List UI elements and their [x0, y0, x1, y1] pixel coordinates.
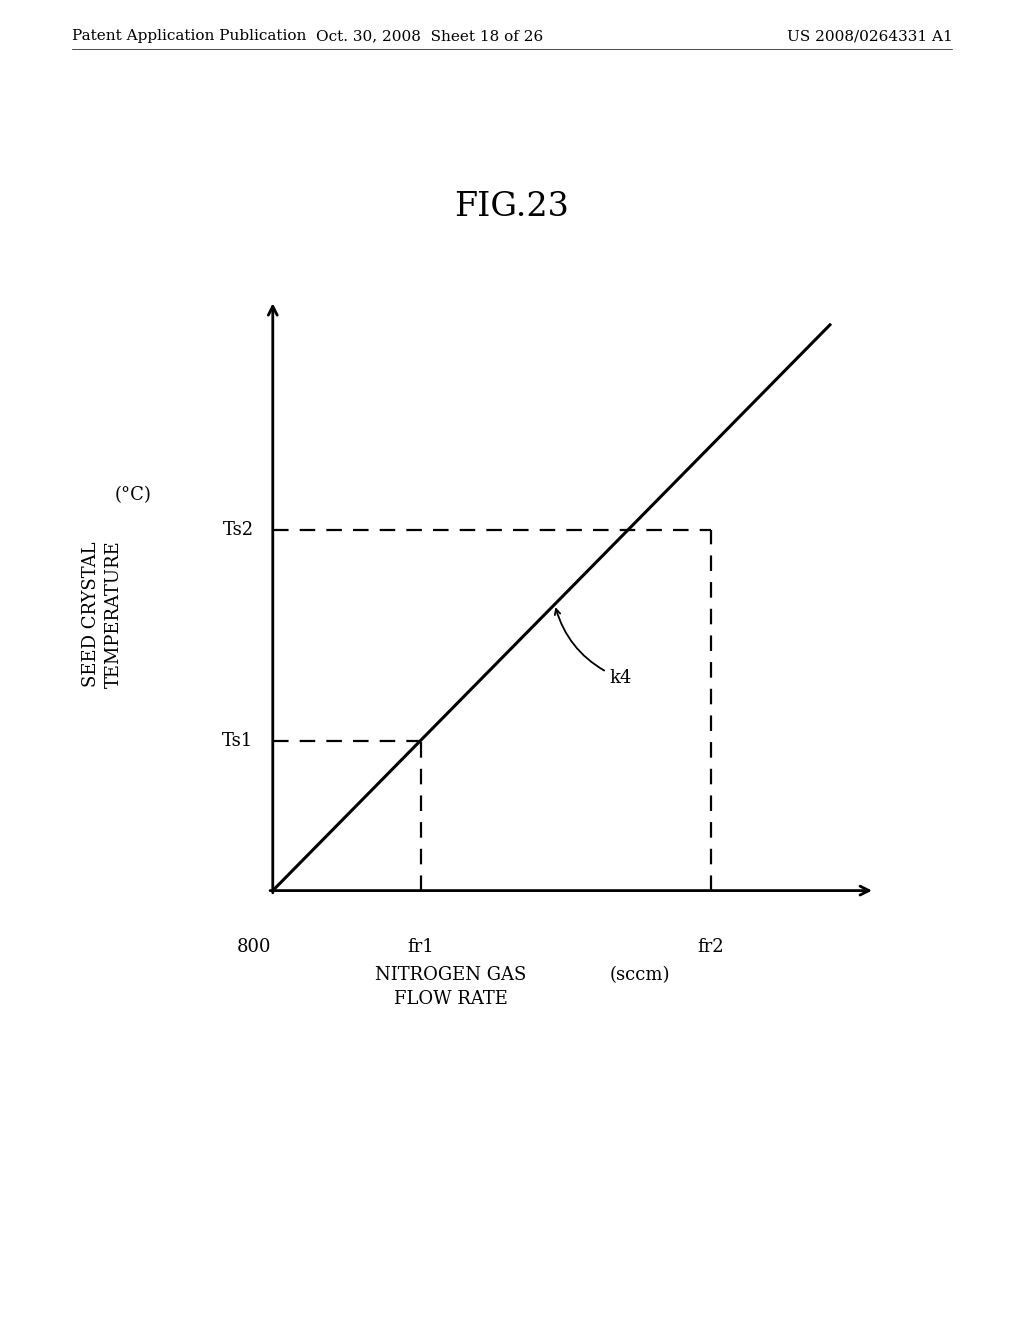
Text: SEED CRYSTAL
TEMPERATURE: SEED CRYSTAL TEMPERATURE — [82, 540, 123, 688]
Text: NITROGEN GAS
FLOW RATE: NITROGEN GAS FLOW RATE — [375, 966, 526, 1008]
Text: 800: 800 — [237, 939, 271, 956]
Text: FIG.23: FIG.23 — [455, 191, 569, 223]
Text: Patent Application Publication: Patent Application Publication — [72, 29, 306, 44]
Text: Oct. 30, 2008  Sheet 18 of 26: Oct. 30, 2008 Sheet 18 of 26 — [316, 29, 544, 44]
Text: Ts1: Ts1 — [222, 731, 254, 750]
Text: Ts2: Ts2 — [222, 521, 254, 540]
Text: (°C): (°C) — [115, 486, 152, 504]
Text: (sccm): (sccm) — [609, 966, 670, 985]
Text: US 2008/0264331 A1: US 2008/0264331 A1 — [786, 29, 952, 44]
Text: k4: k4 — [555, 609, 632, 688]
Text: fr1: fr1 — [408, 939, 434, 956]
Text: fr2: fr2 — [697, 939, 724, 956]
